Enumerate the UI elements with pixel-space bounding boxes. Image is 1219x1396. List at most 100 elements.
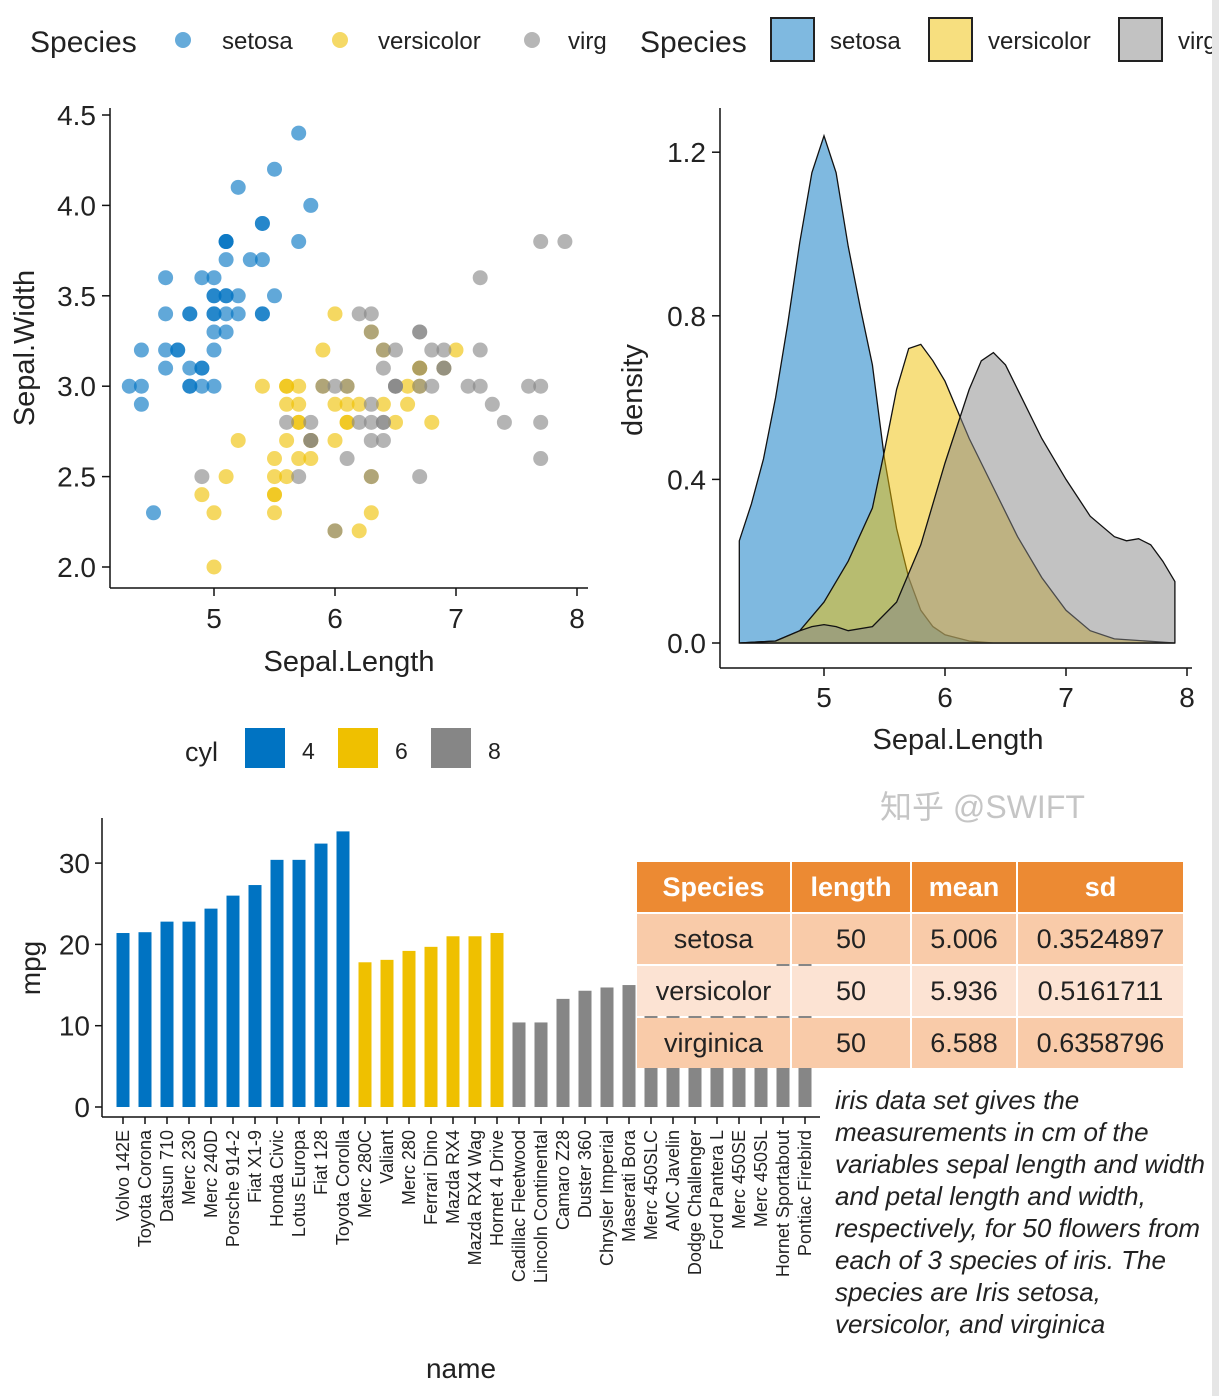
scatter-point-versicolor: [279, 432, 295, 448]
scatter-point-virginica: [436, 360, 452, 376]
x-tick-label: Toyota Corona: [135, 1129, 155, 1247]
scatter-point-versicolor: [303, 451, 319, 467]
scatter-point-virginica: [533, 378, 549, 394]
scatter-point-versicolor: [424, 414, 440, 430]
x-tick-label: 5: [206, 603, 222, 634]
table-header-row: Species length mean sd: [637, 862, 1183, 912]
y-tick-label: 0.0: [667, 628, 706, 659]
x-tick-label: Pontiac Firebird: [795, 1130, 815, 1256]
scatter-point-setosa: [133, 342, 149, 358]
y-tick-label: 1.2: [667, 137, 706, 168]
x-tick-label: 5: [816, 682, 832, 713]
scatter-point-virginica: [303, 432, 319, 448]
scatter-point-versicolor: [339, 396, 355, 412]
bar-merc-280: [402, 950, 416, 1107]
scatter-point-setosa: [206, 288, 222, 304]
legend-key-cyl-4: [245, 728, 285, 768]
scatter-point-virginica: [363, 396, 379, 412]
legend-marker-versicolor: [332, 32, 348, 48]
scatter-point-setosa: [254, 306, 270, 322]
cell: 50: [792, 1018, 910, 1068]
scatter-point-setosa: [230, 306, 246, 322]
y-tick-label: 4.0: [57, 190, 96, 221]
density-area-virginica: [739, 351, 1176, 644]
bar-toyota-corona: [138, 932, 152, 1107]
x-axis-label: Sepal.Length: [264, 646, 435, 678]
y-tick-label: 3.0: [57, 371, 96, 402]
scatter-point-setosa: [206, 306, 222, 322]
scatter-point-versicolor: [327, 306, 343, 322]
scatter-point-setosa: [170, 342, 186, 358]
scatter-point-virginica: [363, 432, 379, 448]
scatter-point-setosa: [146, 505, 161, 521]
scatter-point-virginica: [363, 324, 379, 340]
legend-label: setosa: [222, 28, 293, 55]
summary-table: Species length mean sd setosa 50 5.006 0…: [635, 860, 1185, 1070]
scatter-point-setosa: [242, 252, 258, 268]
scatter-point-virginica: [351, 306, 367, 322]
scatter-point-virginica: [521, 378, 537, 394]
scatter-point-versicolor: [375, 396, 391, 412]
bar-cadillac-fleetwood: [512, 1022, 526, 1107]
legend-label: setosa: [830, 28, 901, 55]
legend-key-cyl-8: [431, 728, 471, 768]
cell: 50: [792, 914, 910, 964]
scatter-point-versicolor: [279, 378, 295, 394]
description-text: iris data set gives the measurements in …: [835, 1085, 1206, 1339]
legend-key-virginica: [1118, 17, 1163, 62]
scatter-point-virginica: [472, 270, 488, 286]
legend-label: virg: [1178, 28, 1217, 55]
scatter-point-virginica: [412, 469, 428, 485]
x-tick-label: 6: [327, 603, 343, 634]
scatter-point-virginica: [388, 378, 403, 394]
cell: 0.3524897: [1018, 914, 1183, 964]
x-tick-label: Mazda RX4: [443, 1130, 463, 1224]
legend-label: 6: [395, 738, 408, 764]
scatter-point-virginica: [472, 378, 488, 394]
x-tick-label: Cadillac Fleetwood: [509, 1130, 529, 1282]
scatter-point-setosa: [230, 179, 246, 195]
x-tick-label: Maserati Bora: [619, 1129, 639, 1242]
y-tick-label: 20: [59, 929, 90, 960]
bar-porsche-914-2: [226, 895, 240, 1107]
scatter-point-versicolor: [279, 396, 295, 412]
scatter-point-virginica: [533, 234, 549, 250]
scatter-point-virginica: [557, 234, 573, 250]
legend-key-setosa: [770, 17, 815, 62]
x-tick-label: Mazda RX4 Wag: [465, 1130, 485, 1265]
bar-mazda-rx4: [446, 936, 460, 1107]
col-header-mean: mean: [912, 862, 1016, 912]
scatter-point-versicolor: [267, 487, 282, 503]
scatter-point-versicolor: [206, 505, 222, 521]
bar-lincoln-continental: [534, 1022, 548, 1107]
scatter-point-setosa: [121, 378, 137, 394]
scatter-point-setosa: [133, 396, 149, 412]
cell: 50: [792, 966, 910, 1016]
scatter-point-virginica: [327, 378, 343, 394]
legend-title: Species: [640, 26, 747, 59]
scatter-point-versicolor: [218, 469, 234, 485]
cell: virginica: [637, 1018, 790, 1068]
legend-marker-setosa: [175, 32, 191, 48]
bar-camaro-z28: [556, 998, 570, 1107]
legend-label: virg: [568, 28, 607, 55]
col-header-length: length: [792, 862, 910, 912]
scatter-point-versicolor: [327, 396, 343, 412]
watermark: 知乎 @SWIFT: [880, 789, 1085, 825]
scatter-point-virginica: [424, 342, 440, 358]
scatter-point-versicolor: [291, 414, 307, 430]
bar-toyota-corolla: [336, 831, 350, 1107]
scatter-point-versicolor: [291, 378, 307, 394]
scatter-point-virginica: [460, 378, 476, 394]
scatter-point-versicolor: [267, 469, 282, 485]
x-tick-label: Chrysler Imperial: [597, 1130, 617, 1266]
bar-volvo-142e: [116, 933, 130, 1107]
scatter-point-setosa: [267, 288, 282, 304]
x-tick-label: Ferrari Dino: [421, 1130, 441, 1225]
x-tick-label: Volvo 142E: [113, 1130, 133, 1221]
x-tick-label: Duster 360: [575, 1130, 595, 1218]
scatter-point-virginica: [303, 414, 319, 430]
table-row: virginica 50 6.588 0.6358796: [637, 1018, 1183, 1068]
scatter-point-virginica: [496, 414, 512, 430]
scatter-point-setosa: [254, 215, 270, 231]
